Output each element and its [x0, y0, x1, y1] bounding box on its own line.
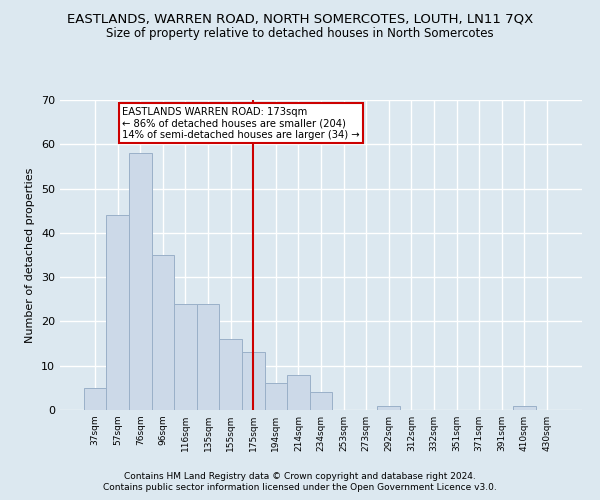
Bar	[129, 153, 152, 410]
Bar	[310, 392, 332, 410]
Bar	[152, 255, 174, 410]
Text: EASTLANDS WARREN ROAD: 173sqm
← 86% of detached houses are smaller (204)
14% of : EASTLANDS WARREN ROAD: 173sqm ← 86% of d…	[122, 106, 360, 140]
Bar	[377, 406, 400, 410]
Bar	[265, 384, 287, 410]
Bar	[242, 352, 265, 410]
Text: Size of property relative to detached houses in North Somercotes: Size of property relative to detached ho…	[106, 28, 494, 40]
Text: Contains public sector information licensed under the Open Government Licence v3: Contains public sector information licen…	[103, 483, 497, 492]
Text: Contains HM Land Registry data © Crown copyright and database right 2024.: Contains HM Land Registry data © Crown c…	[124, 472, 476, 481]
Bar	[197, 304, 220, 410]
Bar	[513, 406, 536, 410]
Bar	[174, 304, 197, 410]
Bar	[220, 339, 242, 410]
Y-axis label: Number of detached properties: Number of detached properties	[25, 168, 35, 342]
Bar	[106, 215, 129, 410]
Text: EASTLANDS, WARREN ROAD, NORTH SOMERCOTES, LOUTH, LN11 7QX: EASTLANDS, WARREN ROAD, NORTH SOMERCOTES…	[67, 12, 533, 26]
Bar	[84, 388, 106, 410]
Bar	[287, 374, 310, 410]
